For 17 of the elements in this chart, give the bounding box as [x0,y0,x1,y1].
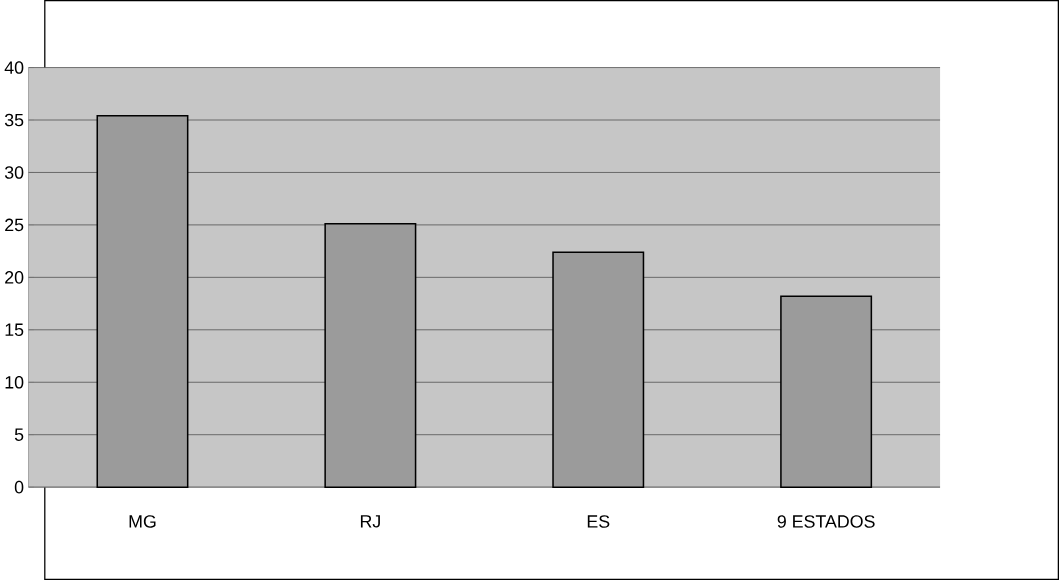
y-tick-label: 0 [14,480,24,494]
y-tick-label: 20 [5,271,24,284]
y-tick-label: 35 [4,113,24,127]
y-tick-label: 30 [4,166,24,179]
x-tick-label: 9 ESTADOS [777,515,875,528]
bar [552,251,645,488]
y-tick-label: 15 [5,323,24,336]
y-tick-label: 10 [5,375,24,389]
bar [96,115,189,488]
x-tick-label: MG [129,515,156,528]
bar [780,295,873,488]
y-tick-label: 25 [5,218,24,232]
bar [324,223,417,488]
y-tick-label: 5 [14,428,24,441]
x-tick-label: RJ [360,515,380,528]
x-tick-label: ES [587,515,610,528]
y-tick-label: 40 [4,61,24,74]
